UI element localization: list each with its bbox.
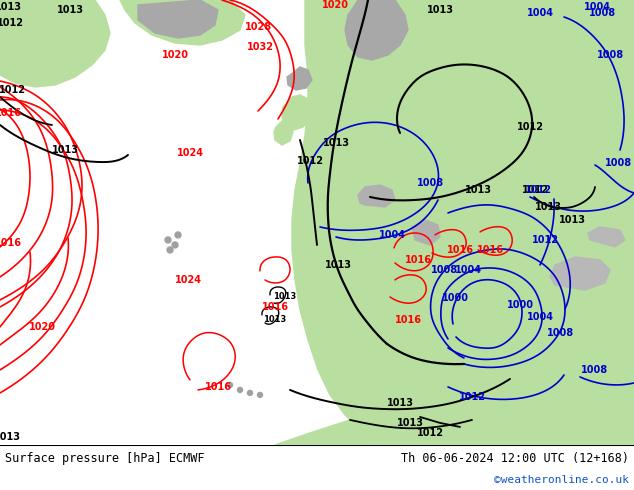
- Circle shape: [167, 247, 173, 253]
- Text: 1000: 1000: [507, 300, 533, 310]
- Text: 1008: 1008: [432, 265, 458, 275]
- Text: 1013: 1013: [396, 418, 424, 428]
- Text: 1013: 1013: [0, 2, 22, 12]
- Text: 1016: 1016: [0, 238, 22, 248]
- Polygon shape: [274, 120, 293, 145]
- Text: 1016: 1016: [0, 108, 22, 118]
- Text: 1013: 1013: [56, 5, 84, 15]
- Text: 1016: 1016: [446, 245, 474, 255]
- Text: 1012: 1012: [517, 122, 543, 132]
- Text: 1028: 1028: [245, 22, 271, 32]
- Text: 1016: 1016: [477, 245, 503, 255]
- Circle shape: [238, 388, 242, 392]
- Text: 1020: 1020: [29, 322, 56, 332]
- Text: 1000: 1000: [441, 293, 469, 303]
- Text: 1020: 1020: [321, 0, 349, 10]
- Circle shape: [175, 232, 181, 238]
- Text: 1012: 1012: [524, 185, 552, 195]
- Text: 1016: 1016: [205, 382, 231, 392]
- Text: 1013: 1013: [0, 432, 20, 442]
- Polygon shape: [282, 95, 312, 130]
- Text: 1013: 1013: [387, 398, 413, 408]
- Polygon shape: [345, 0, 408, 60]
- Text: 1013: 1013: [263, 316, 287, 324]
- Polygon shape: [120, 0, 245, 45]
- Polygon shape: [550, 257, 610, 290]
- Text: 1016: 1016: [261, 302, 288, 312]
- Text: 1008: 1008: [597, 50, 624, 60]
- Polygon shape: [0, 0, 110, 87]
- Text: 1004: 1004: [378, 230, 406, 240]
- Text: 1020: 1020: [162, 50, 188, 60]
- Text: 1012: 1012: [458, 392, 486, 402]
- Text: 1024: 1024: [176, 148, 204, 158]
- Text: 1013: 1013: [427, 5, 453, 15]
- Polygon shape: [610, 345, 634, 445]
- Circle shape: [165, 237, 171, 243]
- Text: 1008: 1008: [590, 8, 616, 18]
- Text: 1032: 1032: [247, 42, 273, 52]
- Text: 1013: 1013: [465, 185, 491, 195]
- Text: 1012: 1012: [522, 185, 548, 195]
- Text: 1024: 1024: [174, 275, 202, 285]
- Polygon shape: [588, 227, 625, 247]
- Text: Surface pressure [hPa] ECMWF: Surface pressure [hPa] ECMWF: [5, 452, 205, 466]
- Polygon shape: [138, 0, 218, 38]
- Text: 1012: 1012: [297, 156, 323, 166]
- Text: 1008: 1008: [547, 328, 574, 338]
- Text: 1004: 1004: [583, 2, 611, 12]
- Circle shape: [228, 382, 233, 388]
- Polygon shape: [287, 67, 312, 90]
- Polygon shape: [275, 380, 634, 445]
- Text: 1013: 1013: [51, 145, 79, 155]
- Circle shape: [172, 242, 178, 248]
- Text: 1013: 1013: [534, 202, 562, 212]
- Text: Th 06-06-2024 12:00 UTC (12+168): Th 06-06-2024 12:00 UTC (12+168): [401, 452, 629, 466]
- Text: 1008: 1008: [604, 158, 631, 168]
- Text: 1012: 1012: [531, 235, 559, 245]
- Text: 1016: 1016: [394, 315, 422, 325]
- Circle shape: [247, 391, 252, 395]
- Text: 1012: 1012: [0, 85, 25, 95]
- Text: 1013: 1013: [325, 260, 351, 270]
- Text: 1012: 1012: [0, 18, 23, 28]
- Text: 1012: 1012: [417, 428, 444, 438]
- Polygon shape: [412, 220, 440, 245]
- Text: 1004: 1004: [526, 8, 553, 18]
- Circle shape: [257, 392, 262, 397]
- Polygon shape: [292, 0, 634, 445]
- Text: 1013: 1013: [323, 138, 349, 148]
- Text: 1004: 1004: [455, 265, 481, 275]
- Text: 1004: 1004: [526, 312, 553, 322]
- Text: 1016: 1016: [404, 255, 432, 265]
- Text: ©weatheronline.co.uk: ©weatheronline.co.uk: [494, 475, 629, 485]
- Text: 1013: 1013: [559, 215, 586, 225]
- Text: 1008: 1008: [417, 178, 444, 188]
- Polygon shape: [358, 185, 395, 207]
- Text: 1013: 1013: [273, 293, 297, 301]
- Text: 1008: 1008: [581, 365, 609, 375]
